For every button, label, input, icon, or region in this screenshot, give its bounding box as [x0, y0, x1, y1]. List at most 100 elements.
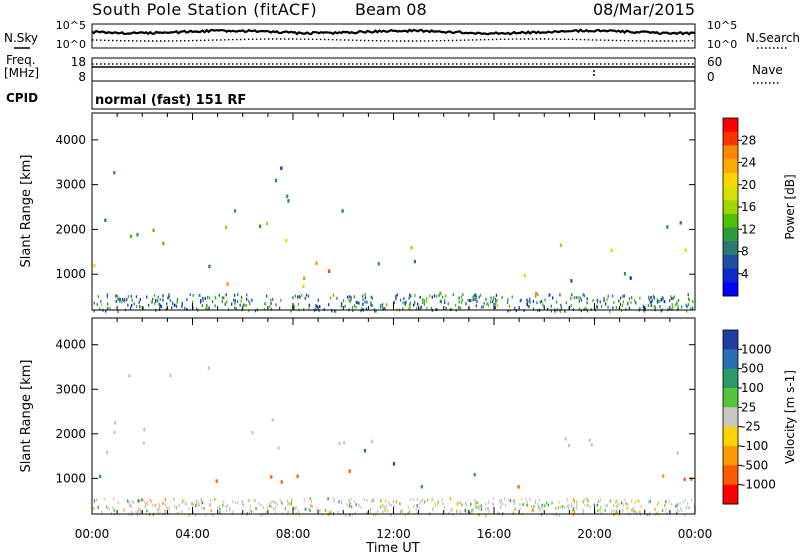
heatmap-cell: [208, 264, 211, 269]
heatmap-cell: [519, 503, 521, 507]
heatmap-cell: [363, 498, 365, 501]
heatmap-cell: [615, 509, 617, 513]
heatmap-cell: [162, 241, 165, 246]
heatmap-cell: [529, 297, 531, 301]
heatmap-cell: [144, 505, 146, 509]
heatmap-cell: [541, 503, 543, 507]
heatmap-cell: [437, 502, 439, 506]
heatmap-cell: [545, 503, 547, 507]
heatmap-cell: [105, 505, 108, 509]
heatmap-cell: [274, 511, 277, 515]
heatmap-cell: [349, 513, 351, 517]
heatmap-cell: [671, 503, 673, 506]
colorbar-tick-label: 16: [741, 200, 756, 214]
heatmap-cell: [329, 513, 331, 517]
heatmap-cell: [201, 304, 203, 308]
heatmap-cell: [478, 295, 480, 299]
heatmap-cell: [371, 304, 373, 308]
heatmap-cell: [539, 300, 541, 304]
heatmap-cell: [135, 511, 137, 515]
heatmap-cell: [690, 307, 692, 311]
heatmap-cell: [243, 303, 246, 307]
heatmap-cell: [232, 500, 234, 504]
heatmap-cell: [199, 294, 201, 297]
heatmap-cell: [319, 508, 321, 512]
heatmap-cell: [552, 296, 554, 300]
colorbar-swatch: [723, 241, 738, 256]
cpid-label: CPID: [6, 91, 38, 105]
heatmap-cell: [472, 507, 474, 511]
heatmap-cell: [350, 297, 352, 301]
heatmap-cell: [576, 504, 578, 507]
heatmap-cell: [643, 307, 645, 311]
heatmap-cell: [458, 300, 460, 304]
heatmap-cell: [222, 296, 224, 300]
heatmap-cell: [692, 300, 694, 304]
heatmap-cell: [358, 301, 360, 305]
heatmap-cell: [117, 310, 119, 313]
heatmap-cell: [181, 509, 183, 513]
heatmap-cell: [595, 503, 598, 507]
freq-tick-top: 18: [71, 55, 86, 69]
heatmap-cell: [269, 502, 271, 506]
heatmap-cell: [496, 299, 498, 303]
heatmap-cell: [350, 497, 352, 501]
heatmap-cell: [109, 307, 111, 310]
heatmap-cell: [648, 500, 650, 504]
heatmap-cell: [559, 243, 562, 247]
heatmap-cell: [620, 501, 623, 505]
heatmap-cell: [192, 503, 194, 507]
heatmap-cell: [146, 509, 148, 513]
heatmap-cell: [454, 303, 457, 307]
heatmap-cell: [370, 301, 372, 305]
heatmap-cell: [234, 209, 237, 213]
heatmap-cell: [664, 504, 666, 508]
heatmap-cell: [487, 507, 490, 511]
heatmap-cell: [413, 303, 415, 307]
heatmap-cell: [599, 498, 602, 502]
heatmap-cell: [309, 509, 311, 513]
colorbar-swatch: [723, 159, 738, 174]
heatmap-cell: [229, 507, 231, 511]
heatmap-cell: [441, 498, 443, 502]
colorbar-swatch: [723, 368, 738, 389]
heatmap-cell: [415, 507, 417, 511]
heatmap-cell: [521, 497, 523, 501]
heatmap-cell: [208, 306, 210, 310]
heatmap-cell: [161, 502, 164, 506]
heatmap-cell: [551, 501, 553, 505]
heatmap-cell: [485, 507, 487, 511]
heatmap-cell: [544, 298, 546, 302]
heatmap-cell: [680, 506, 682, 510]
heatmap-cell: [527, 304, 529, 308]
heatmap-cell: [333, 309, 336, 313]
heatmap-cell: [366, 498, 368, 502]
heatmap-cell: [564, 309, 566, 313]
heatmap-cell: [479, 505, 481, 509]
heatmap-cell: [155, 299, 157, 303]
heatmap-cell: [281, 501, 283, 505]
heatmap-cell: [352, 309, 354, 313]
heatmap-cell: [200, 501, 203, 505]
heatmap-cell: [618, 299, 620, 303]
heatmap-cell: [419, 295, 421, 299]
heatmap-cell: [217, 507, 219, 511]
heatmap-cell: [459, 306, 461, 310]
heatmap-cell: [498, 499, 501, 503]
heatmap-cell: [570, 505, 573, 508]
heatmap-cell: [490, 296, 492, 300]
heatmap-cell: [360, 506, 362, 509]
heatmap-cell: [570, 279, 573, 283]
heatmap-cell: [676, 508, 678, 512]
heatmap-cell: [131, 298, 133, 302]
heatmap-cell: [340, 499, 343, 503]
heatmap-cell: [666, 225, 669, 229]
heatmap-cell: [604, 508, 606, 512]
heatmap-cell: [207, 366, 210, 370]
heatmap-cell: [627, 505, 629, 509]
heatmap-cell: [262, 506, 264, 510]
heatmap-cell: [686, 502, 689, 506]
heatmap-cell: [567, 506, 569, 510]
heatmap-cell: [371, 296, 373, 300]
heatmap-cell: [609, 499, 611, 503]
